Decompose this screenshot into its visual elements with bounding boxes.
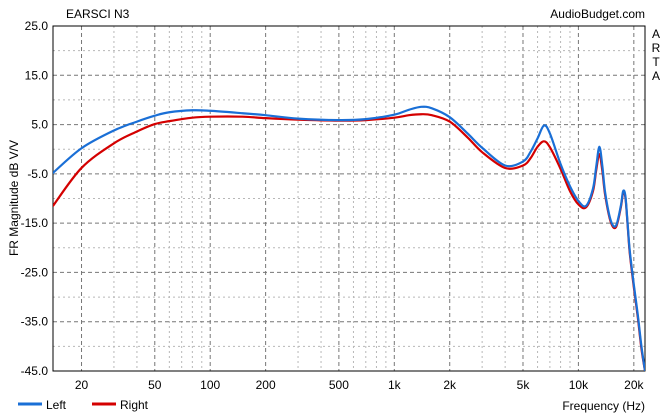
y-tick-label: 5.0 xyxy=(31,118,48,132)
plot-frame xyxy=(52,25,646,372)
x-tick-label: 10k xyxy=(569,378,589,392)
y-tick-label: -45.0 xyxy=(21,364,49,378)
x-tick-label: 1k xyxy=(388,378,402,392)
series-layer xyxy=(53,105,645,371)
side-label-letter: R xyxy=(652,41,661,55)
y-tick-labels: 25.0 15.0 5.0 -5.0 -15.0 -25.0 -35.0 -45.0 xyxy=(21,19,49,378)
side-label-letter: A xyxy=(652,27,660,41)
y-tick-label: 25.0 xyxy=(25,19,49,33)
y-tick-label: 15.0 xyxy=(25,68,49,82)
x-tick-label: 20 xyxy=(75,378,89,392)
side-label-letter: A xyxy=(652,69,660,83)
chart-title: EARSCI N3 xyxy=(66,7,130,21)
x-tick-label: 2k xyxy=(443,378,457,392)
x-tick-label: 100 xyxy=(200,378,220,392)
y-tick-label: -25.0 xyxy=(21,265,49,279)
x-tick-labels: 20 50 100 200 500 1k 2k 5k 10k 20k xyxy=(75,378,645,392)
x-tick-label: 500 xyxy=(329,378,349,392)
y-tick-label: -15.0 xyxy=(21,216,49,230)
x-tick-label: 20k xyxy=(624,378,644,392)
x-tick-label: 5k xyxy=(517,378,531,392)
grid xyxy=(53,26,645,371)
side-label-letter: T xyxy=(652,55,660,69)
source-label: AudioBudget.com xyxy=(550,7,645,21)
y-axis-label: FR Magnitude dB V/V xyxy=(7,140,21,256)
y-tick-label: -5.0 xyxy=(27,167,48,181)
legend: Left Right xyxy=(18,398,149,412)
series-line-left xyxy=(53,105,645,371)
x-axis-label: Frequency (Hz) xyxy=(562,399,645,413)
y-tick-label: -35.0 xyxy=(21,315,49,329)
legend-right-label: Right xyxy=(120,398,149,412)
x-tick-label: 50 xyxy=(148,378,162,392)
legend-left-label: Left xyxy=(46,398,67,412)
x-tick-label: 200 xyxy=(256,378,276,392)
